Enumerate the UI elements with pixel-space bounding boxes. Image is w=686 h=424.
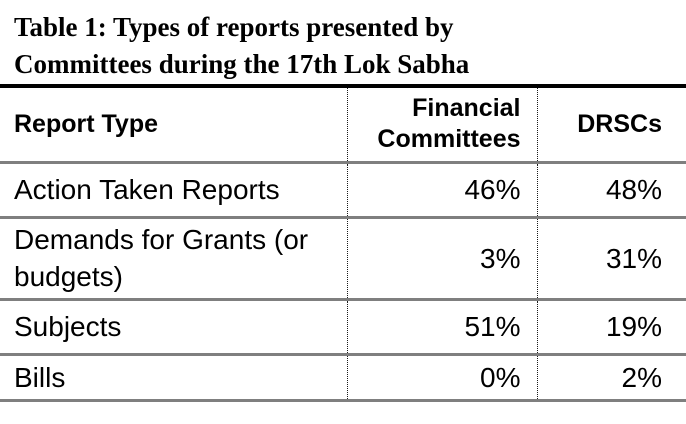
- drscs-value: 31%: [536, 217, 686, 301]
- table-title: Table 1: Types of reports presented by C…: [0, 0, 686, 88]
- table-row-demands-for-grants: Demands for Grants (or budgets) 3% 31%: [0, 217, 686, 301]
- table-title-line-1: Table 1: Types of reports presented by: [14, 12, 454, 42]
- financial-committees-value: 46%: [346, 162, 537, 219]
- table-title-line-2: Committees during the 17th Lok Sabha: [14, 49, 470, 79]
- report-type-cell: Action Taken Reports: [0, 162, 347, 219]
- report-type-cell: Demands for Grants (or budgets): [0, 217, 347, 301]
- financial-committees-value: 3%: [346, 217, 537, 301]
- table-row-action-taken-reports: Action Taken Reports 46% 48%: [0, 162, 686, 219]
- financial-committees-value: 51%: [346, 299, 537, 356]
- table-row-subjects: Subjects 51% 19%: [0, 299, 686, 356]
- drscs-value: 48%: [536, 162, 686, 219]
- column-header-drscs: DRSCs: [536, 88, 686, 164]
- table-row-bills: Bills 0% 2%: [0, 354, 686, 402]
- drscs-value: 19%: [536, 299, 686, 356]
- report-type-cell: Subjects: [0, 299, 347, 356]
- report-types-table: Report Type Financial Committees DRSCs A…: [0, 88, 686, 402]
- drscs-value: 2%: [536, 354, 686, 402]
- report-type-cell: Bills: [0, 354, 347, 402]
- header-row: Report Type Financial Committees DRSCs: [0, 88, 686, 164]
- column-header-report-type: Report Type: [0, 88, 347, 164]
- financial-committees-value: 0%: [346, 354, 537, 402]
- column-header-financial-committees: Financial Committees: [346, 88, 537, 164]
